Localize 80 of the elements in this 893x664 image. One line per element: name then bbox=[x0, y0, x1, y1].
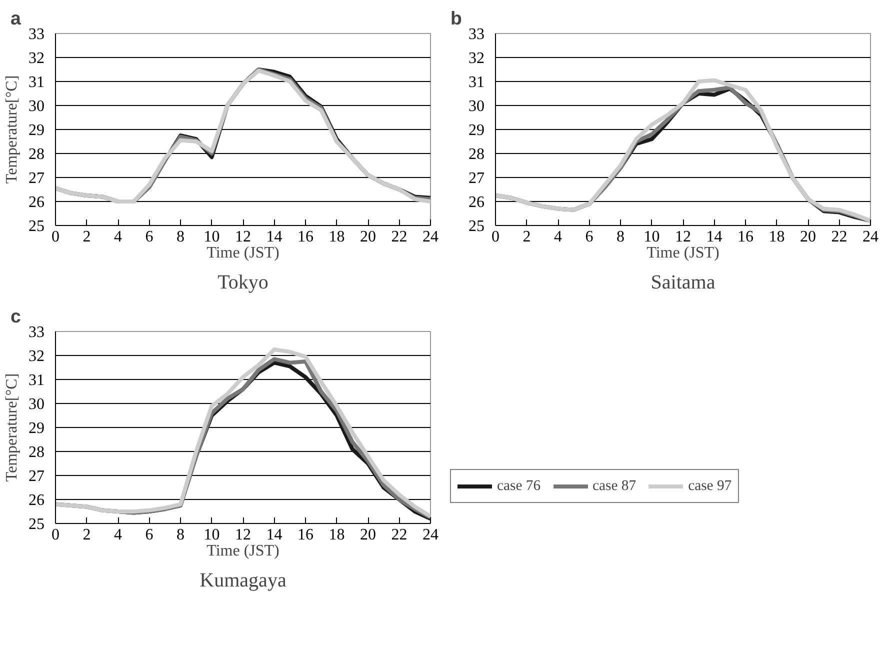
x-tick-label: 10 bbox=[204, 526, 220, 544]
y-tick-label: 33 bbox=[28, 26, 44, 43]
y-tick-label: 29 bbox=[28, 420, 44, 437]
x-tick-label: 8 bbox=[176, 526, 184, 544]
y-axis-title: Temperature[°C] bbox=[4, 373, 20, 482]
y-tick-label: 26 bbox=[28, 194, 44, 211]
x-tick-label: 24 bbox=[862, 228, 878, 246]
legend-label: case 87 bbox=[592, 478, 636, 494]
x-tick-label: 22 bbox=[831, 228, 848, 246]
x-tick-label: 22 bbox=[391, 526, 408, 544]
y-tick-label: 33 bbox=[468, 26, 484, 43]
y-tick-label: 31 bbox=[468, 74, 484, 91]
chart-title: a bbox=[10, 8, 22, 28]
x-tick-label: 24 bbox=[422, 526, 438, 544]
y-tick-label: 29 bbox=[28, 122, 44, 139]
x-tick-label: 0 bbox=[52, 228, 60, 246]
x-tick-label: 20 bbox=[360, 228, 376, 246]
y-tick-label: 26 bbox=[28, 492, 44, 509]
y-tick-label: 33 bbox=[28, 324, 44, 341]
x-tick-label: 20 bbox=[360, 526, 376, 544]
y-tick-label: 27 bbox=[28, 170, 44, 187]
x-tick-label: 24 bbox=[422, 228, 438, 246]
chart-title: c bbox=[10, 306, 21, 326]
x-tick-label: 14 bbox=[266, 526, 282, 544]
x-tick-label: 6 bbox=[145, 228, 154, 246]
y-tick-label: 29 bbox=[468, 122, 484, 139]
x-tick-label: 20 bbox=[800, 228, 816, 246]
x-tick-label: 6 bbox=[585, 228, 594, 246]
y-tick-label: 30 bbox=[468, 98, 484, 115]
x-axis-title: Time (JST) bbox=[206, 244, 280, 262]
x-tick-label: 0 bbox=[492, 228, 500, 246]
y-tick-label: 25 bbox=[468, 218, 484, 235]
x-tick-label: 12 bbox=[235, 228, 251, 246]
y-tick-label: 28 bbox=[28, 146, 44, 163]
x-axis-title: Time (JST) bbox=[646, 244, 720, 262]
y-tick-label: 30 bbox=[28, 98, 44, 115]
y-tick-label: 31 bbox=[28, 372, 44, 389]
x-tick-label: 22 bbox=[391, 228, 408, 246]
text: Tokyo bbox=[218, 272, 268, 294]
x-tick-label: 10 bbox=[204, 228, 220, 246]
legend-label: case 76 bbox=[497, 478, 541, 494]
y-tick-label: 28 bbox=[28, 444, 44, 461]
y-tick-label: 26 bbox=[468, 194, 484, 211]
x-tick-label: 8 bbox=[176, 228, 184, 246]
x-tick-label: 4 bbox=[114, 228, 122, 246]
x-tick-label: 12 bbox=[235, 526, 251, 544]
y-tick-label: 32 bbox=[468, 50, 484, 67]
x-tick-label: 4 bbox=[554, 228, 562, 246]
x-tick-label: 18 bbox=[768, 228, 785, 246]
y-tick-label: 25 bbox=[28, 218, 44, 235]
x-tick-label: 16 bbox=[298, 526, 314, 544]
x-tick-label: 2 bbox=[82, 526, 91, 544]
y-tick-label: 28 bbox=[468, 146, 484, 163]
x-tick-label: 2 bbox=[82, 228, 91, 246]
y-tick-label: 32 bbox=[28, 348, 44, 365]
y-tick-label: 32 bbox=[28, 50, 44, 67]
text: Kumagaya bbox=[200, 570, 286, 592]
x-tick-label: 14 bbox=[266, 228, 282, 246]
legend-label: case 97 bbox=[688, 478, 732, 494]
y-tick-label: 30 bbox=[28, 396, 44, 413]
x-tick-label: 16 bbox=[738, 228, 754, 246]
x-tick-label: 12 bbox=[675, 228, 691, 246]
chart-title: b bbox=[450, 8, 462, 28]
x-tick-label: 14 bbox=[706, 228, 722, 246]
y-tick-label: 27 bbox=[468, 170, 484, 187]
y-tick-label: 27 bbox=[28, 468, 44, 485]
x-tick-label: 4 bbox=[114, 526, 122, 544]
x-tick-label: 6 bbox=[145, 526, 154, 544]
x-tick-label: 8 bbox=[616, 228, 624, 246]
y-tick-label: 25 bbox=[28, 516, 44, 533]
x-tick-label: 18 bbox=[328, 526, 345, 544]
x-tick-label: 0 bbox=[52, 526, 60, 544]
y-tick-label: 31 bbox=[28, 74, 44, 91]
x-axis-title: Time (JST) bbox=[206, 542, 280, 560]
x-tick-label: 16 bbox=[298, 228, 314, 246]
x-tick-label: 18 bbox=[328, 228, 345, 246]
text: Saitama bbox=[650, 272, 716, 294]
y-axis-title: Temperature[°C] bbox=[4, 75, 20, 184]
x-tick-label: 2 bbox=[522, 228, 531, 246]
x-tick-label: 10 bbox=[644, 228, 660, 246]
